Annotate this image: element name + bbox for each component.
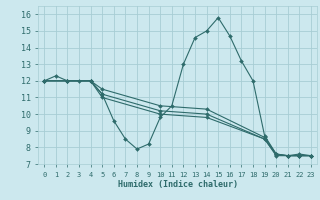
X-axis label: Humidex (Indice chaleur): Humidex (Indice chaleur) [118, 180, 238, 189]
